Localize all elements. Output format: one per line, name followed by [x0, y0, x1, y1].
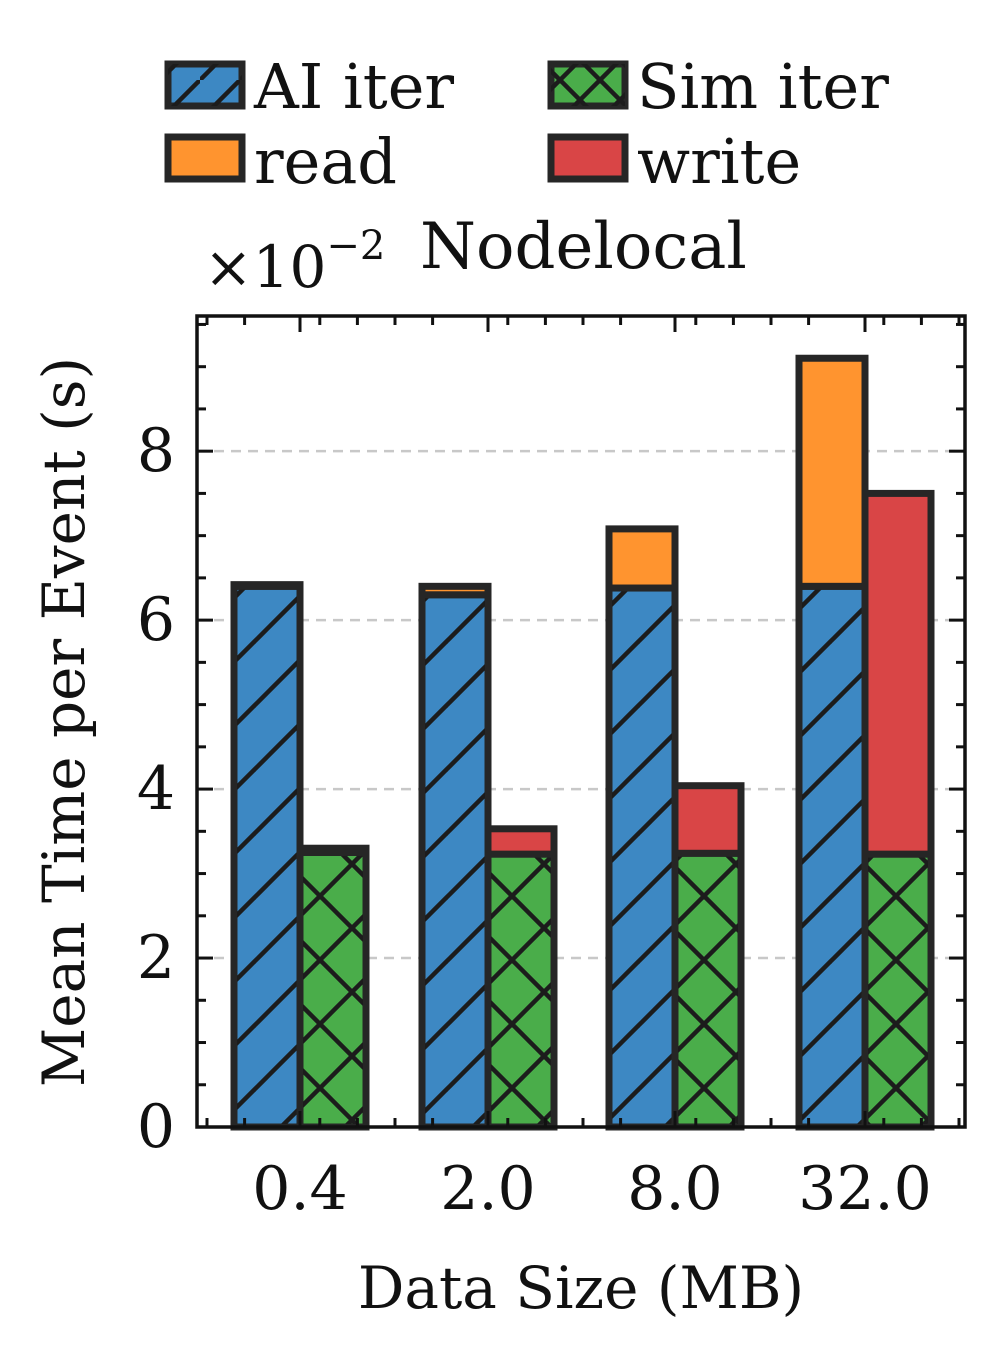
bar-hatch-ai-iter-32.0 [802, 589, 862, 1124]
bar-write-32.0 [861, 489, 935, 858]
bar-read-2.0 [418, 582, 492, 599]
bar-hatch-ai-iter-0.4 [237, 589, 297, 1124]
bar-hatch-ai-iter-8.0 [612, 591, 672, 1124]
y-tick-label: 8 [137, 416, 175, 486]
legend-swatch-sim-iter-hatch [551, 64, 625, 106]
legend-label-sim-iter: Sim iter [637, 50, 889, 123]
legend-swatch-read [164, 133, 246, 183]
y-tick-label: 0 [137, 1092, 175, 1162]
y-tick-label: 2 [137, 923, 175, 993]
legend-swatch-write [547, 133, 629, 183]
x-axis-label: Data Size (MB) [358, 1254, 804, 1322]
legend-swatch-ai-iter-hatch [168, 64, 242, 106]
axis-scale-exponent: −2 [326, 223, 385, 269]
axis-scale-base: ×10 [204, 233, 326, 301]
y-tick-label: 6 [137, 585, 175, 655]
bar-read-8.0 [605, 525, 679, 592]
bar-write-0.4 [296, 844, 370, 856]
legend: AI iter Sim iter read write [164, 50, 889, 198]
axis-scale-label: ×10−2 [204, 223, 385, 301]
chart-title: Nodelocal [420, 210, 747, 284]
bar-read-32.0 [795, 354, 869, 590]
y-axis-label: Mean Time per Event (s) [30, 357, 98, 1087]
x-tick-label: 2.0 [440, 1154, 535, 1224]
bar-read-0.4 [230, 581, 304, 590]
bar-write-8.0 [671, 782, 745, 857]
plot-frame [195, 314, 967, 1129]
bar-write-2.0 [484, 825, 558, 858]
bars-layer [230, 354, 935, 1131]
y-tick-label: 4 [137, 754, 175, 824]
legend-label-write: write [637, 125, 801, 198]
axes-layer: 0 2 4 6 8 0.4 2.0 8.0 32.0 [137, 314, 967, 1224]
bar-hatch-ai-iter-2.0 [425, 597, 485, 1124]
x-tick-label: 32.0 [798, 1154, 932, 1224]
legend-entry-read: read [164, 125, 397, 198]
x-tick-label: 0.4 [252, 1154, 347, 1224]
legend-label-read: read [254, 125, 397, 198]
bar-hatch-sim-iter-32.0 [868, 857, 928, 1124]
bar-hatch-sim-iter-2.0 [491, 857, 551, 1124]
legend-entry-sim-iter: Sim iter [547, 50, 889, 123]
bar-hatch-sim-iter-8.0 [678, 856, 738, 1124]
legend-entry-write: write [547, 125, 801, 198]
bar-hatch-sim-iter-0.4 [303, 855, 363, 1124]
legend-entry-ai-iter: AI iter [164, 50, 454, 123]
x-tick-label: 8.0 [627, 1154, 722, 1224]
legend-label-ai-iter: AI iter [253, 50, 454, 123]
